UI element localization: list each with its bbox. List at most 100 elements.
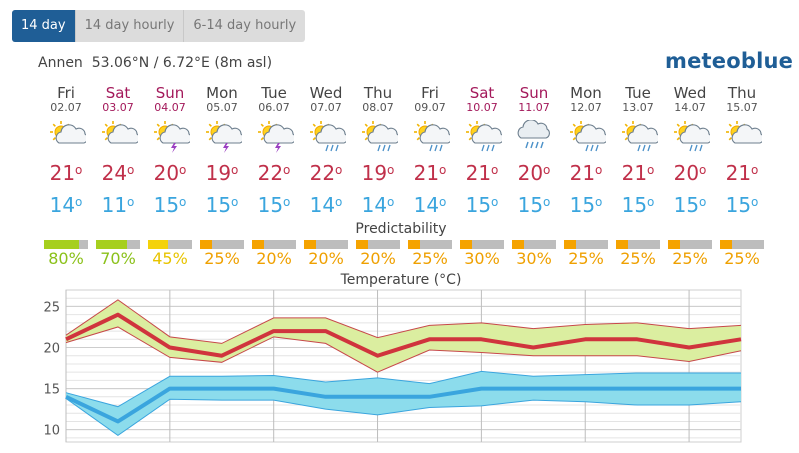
predictability-fill: [564, 240, 576, 249]
max-temperature: 20o: [673, 161, 707, 185]
max-temperature: 19o: [205, 161, 239, 185]
rain-sun-icon: [670, 120, 712, 154]
day-column[interactable]: Mon 05.07 19o 15o: [196, 85, 248, 216]
predictability-percent: 20%: [360, 249, 396, 268]
day-column[interactable]: Wed 14.07 20o 15o: [664, 85, 716, 216]
day-date: 07.07: [310, 101, 342, 114]
day-column[interactable]: Sat 10.07 21o 15o: [456, 85, 508, 216]
day-column[interactable]: Tue 06.07 22o 15o: [248, 85, 300, 216]
max-temperature: 21o: [569, 161, 603, 185]
predictability-percent: 20%: [256, 249, 292, 268]
day-date: 15.07: [726, 101, 758, 114]
temperature-chart-title: Temperature (°C): [340, 272, 462, 288]
predictability-percent: 25%: [620, 249, 656, 268]
predictability-fill: [512, 240, 524, 249]
day-date: 04.07: [154, 101, 186, 114]
predictability-fill: [616, 240, 628, 249]
max-temperature-line: [65, 312, 742, 358]
predictability-bar: [252, 240, 296, 249]
rain-cloud-icon: [514, 119, 554, 154]
min-temperature: 15o: [205, 193, 239, 217]
max-temperature: 20o: [153, 161, 187, 185]
tab-14-day-hourly[interactable]: 14 day hourly: [76, 10, 185, 42]
min-temperature: 15o: [465, 193, 499, 217]
min-temperature-line: [65, 386, 741, 424]
day-name: Fri: [57, 84, 75, 102]
predictability-title: Predictability: [355, 221, 447, 237]
min-temperature: 15o: [153, 193, 187, 217]
day-name: Sat: [469, 84, 495, 102]
min-band-lower-edge: [65, 398, 742, 437]
predictability-percent: 25%: [412, 249, 448, 268]
predictability-fill: [668, 240, 680, 249]
day-column[interactable]: Fri 09.07 21o 14o: [404, 85, 456, 216]
min-temperature: 15o: [257, 193, 291, 217]
day-date: 03.07: [102, 101, 134, 114]
predictability-fill: [304, 240, 316, 249]
predictability-percent: 30%: [516, 249, 552, 268]
max-temperature: 22o: [309, 161, 343, 185]
location-coordinates: 53.06°N / 6.72°E (8m asl): [91, 55, 273, 71]
tab-14-day[interactable]: 14 day: [12, 10, 76, 42]
day-column[interactable]: Sun 11.07 20o 15o: [508, 85, 560, 216]
min-temperature: 14o: [361, 193, 395, 217]
predictability-percent: 70%: [100, 249, 136, 268]
predictability-fill: [96, 240, 127, 249]
day-name: Sun: [155, 84, 185, 102]
max-temperature: 21o: [465, 161, 499, 185]
min-temperature: 14o: [49, 193, 83, 217]
predictability-percent: 80%: [48, 249, 84, 268]
day-column[interactable]: Mon 12.07 21o 15o: [560, 85, 612, 216]
predictability-fill: [252, 240, 264, 249]
day-date: 06.07: [258, 101, 290, 114]
max-temperature: 21o: [725, 161, 759, 185]
predictability-bar: [200, 240, 244, 249]
predictability-percent: 25%: [672, 249, 708, 268]
predictability-percent: 30%: [464, 249, 500, 268]
day-column[interactable]: Thu 08.07 19o 14o: [352, 85, 404, 216]
rain-sun-icon: [358, 120, 400, 154]
min-temperature: 15o: [621, 193, 655, 217]
day-name: Sun: [519, 84, 549, 102]
rain-sun-icon: [566, 120, 608, 154]
day-name: Wed: [309, 84, 343, 102]
predictability-fill: [356, 240, 368, 249]
min-temperature: 15o: [673, 193, 707, 217]
predictability-fill: [720, 240, 732, 249]
predictability-bar: [616, 240, 660, 249]
max-temperature: 21o: [413, 161, 447, 185]
predictability-fill: [200, 240, 212, 249]
y-tick-label: 20: [43, 342, 60, 357]
day-column[interactable]: Tue 13.07 21o 15o: [612, 85, 664, 216]
day-column[interactable]: Fri 02.07 21o 14o: [40, 85, 92, 216]
tab-6-14-day-hourly[interactable]: 6-14 day hourly: [193, 18, 297, 33]
rain-sun-icon: [410, 120, 452, 154]
day-column[interactable]: Sun 04.07 20o 15o: [144, 85, 196, 216]
max-band-lower-edge: [65, 326, 742, 373]
day-date: 10.07: [466, 101, 498, 114]
predictability-bar: [356, 240, 400, 249]
min-band-upper-edge: [65, 370, 741, 408]
day-name: Fri: [421, 84, 439, 102]
day-column[interactable]: Thu 15.07 21o 15o: [716, 85, 768, 216]
meteoblue-logo[interactable]: meteoblue: [665, 49, 794, 73]
predictability-fill: [460, 240, 472, 249]
rain-sun-icon: [618, 120, 660, 154]
predictability-fill: [148, 240, 168, 249]
day-date: 11.07: [518, 101, 550, 114]
predictability-bar: [304, 240, 348, 249]
max-temperature: 24o: [101, 161, 135, 185]
day-name: Wed: [673, 84, 707, 102]
predictability-percent: 45%: [152, 249, 188, 268]
min-temperature: 15o: [569, 193, 603, 217]
predictability-percent: 25%: [204, 249, 240, 268]
day-column[interactable]: Sat 03.07 24o 11o: [92, 85, 144, 216]
day-name: Thu: [363, 84, 393, 102]
day-name: Thu: [727, 84, 757, 102]
day-column[interactable]: Wed 07.07 22o 14o: [300, 85, 352, 216]
plot-area: [65, 289, 742, 443]
y-tick-label: 25: [43, 300, 60, 315]
day-name: Mon: [570, 84, 602, 102]
rain-sun-icon: [306, 120, 348, 154]
min-temperature: 15o: [725, 193, 759, 217]
